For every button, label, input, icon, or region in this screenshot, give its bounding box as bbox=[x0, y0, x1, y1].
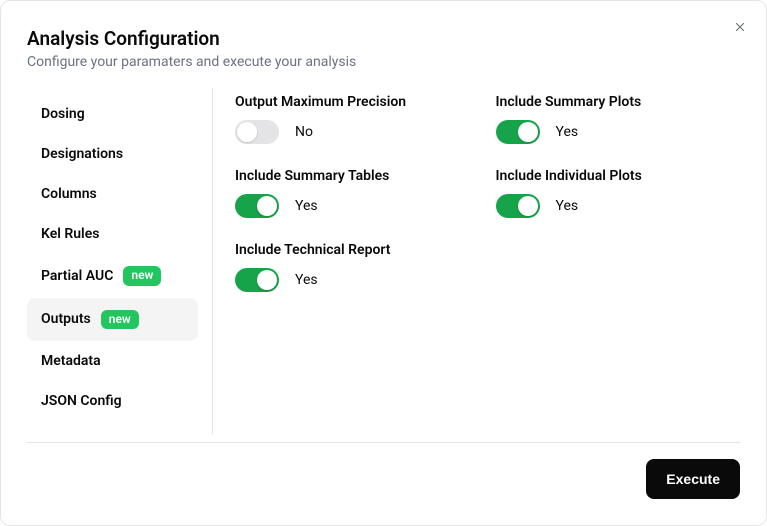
close-icon bbox=[733, 20, 747, 34]
close-button[interactable] bbox=[730, 17, 750, 37]
setting-label: Include Individual Plots bbox=[496, 168, 741, 184]
setting-control-row: Yes bbox=[496, 120, 741, 144]
toggle-output-maximum-precision[interactable] bbox=[235, 120, 279, 144]
toggle-knob bbox=[257, 270, 277, 290]
sidebar-item-label: JSON Config bbox=[41, 393, 122, 409]
toggle-value-text: Yes bbox=[556, 198, 579, 214]
sidebar-item-columns[interactable]: Columns bbox=[27, 174, 198, 214]
setting-include-summary-plots: Include Summary Plots Yes bbox=[496, 94, 741, 144]
setting-include-summary-tables: Include Summary Tables Yes bbox=[235, 168, 480, 218]
setting-control-row: No bbox=[235, 120, 480, 144]
sidebar-item-label: Outputs bbox=[41, 311, 91, 327]
sidebar-item-kel-rules[interactable]: Kel Rules bbox=[27, 214, 198, 254]
sidebar: Dosing Designations Columns Kel Rules Partia… bbox=[27, 88, 213, 434]
modal-title: Analysis Configuration bbox=[27, 27, 740, 50]
modal-subtitle: Configure your paramaters and execute yo… bbox=[27, 54, 740, 70]
sidebar-item-label: Columns bbox=[41, 186, 97, 202]
new-badge: new bbox=[101, 310, 139, 330]
toggle-knob bbox=[518, 122, 538, 142]
modal-footer: Execute bbox=[27, 442, 740, 499]
setting-include-individual-plots: Include Individual Plots Yes bbox=[496, 168, 741, 218]
sidebar-item-label: Kel Rules bbox=[41, 226, 99, 242]
toggle-include-technical-report[interactable] bbox=[235, 268, 279, 292]
sidebar-item-partial-auc[interactable]: Partial AUC new bbox=[27, 254, 198, 298]
setting-include-technical-report: Include Technical Report Yes bbox=[235, 242, 480, 292]
setting-label: Include Summary Tables bbox=[235, 168, 480, 184]
settings-panel: Output Maximum Precision No Include Summar… bbox=[213, 88, 740, 434]
toggle-knob bbox=[518, 196, 538, 216]
analysis-config-modal: Analysis Configuration Configure your pa… bbox=[0, 0, 767, 526]
sidebar-item-label: Partial AUC bbox=[41, 268, 113, 284]
toggle-value-text: No bbox=[295, 124, 313, 140]
toggle-knob bbox=[237, 122, 257, 142]
toggle-value-text: Yes bbox=[556, 124, 579, 140]
setting-control-row: Yes bbox=[235, 194, 480, 218]
execute-button[interactable]: Execute bbox=[646, 459, 740, 499]
toggle-include-summary-plots[interactable] bbox=[496, 120, 540, 144]
new-badge: new bbox=[123, 266, 161, 286]
setting-label: Output Maximum Precision bbox=[235, 94, 480, 110]
sidebar-item-metadata[interactable]: Metadata bbox=[27, 341, 198, 381]
sidebar-item-label: Designations bbox=[41, 146, 123, 162]
sidebar-item-label: Dosing bbox=[41, 106, 85, 122]
setting-label: Include Technical Report bbox=[235, 242, 480, 258]
sidebar-item-dosing[interactable]: Dosing bbox=[27, 94, 198, 134]
sidebar-item-outputs[interactable]: Outputs new bbox=[27, 298, 198, 342]
sidebar-item-json-config[interactable]: JSON Config bbox=[27, 381, 198, 421]
sidebar-item-designations[interactable]: Designations bbox=[27, 134, 198, 174]
modal-header: Analysis Configuration Configure your pa… bbox=[27, 27, 740, 70]
setting-output-maximum-precision: Output Maximum Precision No bbox=[235, 94, 480, 144]
toggle-include-summary-tables[interactable] bbox=[235, 194, 279, 218]
modal-body: Dosing Designations Columns Kel Rules Partia… bbox=[27, 88, 740, 434]
sidebar-item-label: Metadata bbox=[41, 353, 101, 369]
setting-control-row: Yes bbox=[496, 194, 741, 218]
setting-label: Include Summary Plots bbox=[496, 94, 741, 110]
toggle-value-text: Yes bbox=[295, 198, 318, 214]
setting-control-row: Yes bbox=[235, 268, 480, 292]
toggle-value-text: Yes bbox=[295, 272, 318, 288]
toggle-knob bbox=[257, 196, 277, 216]
toggle-include-individual-plots[interactable] bbox=[496, 194, 540, 218]
